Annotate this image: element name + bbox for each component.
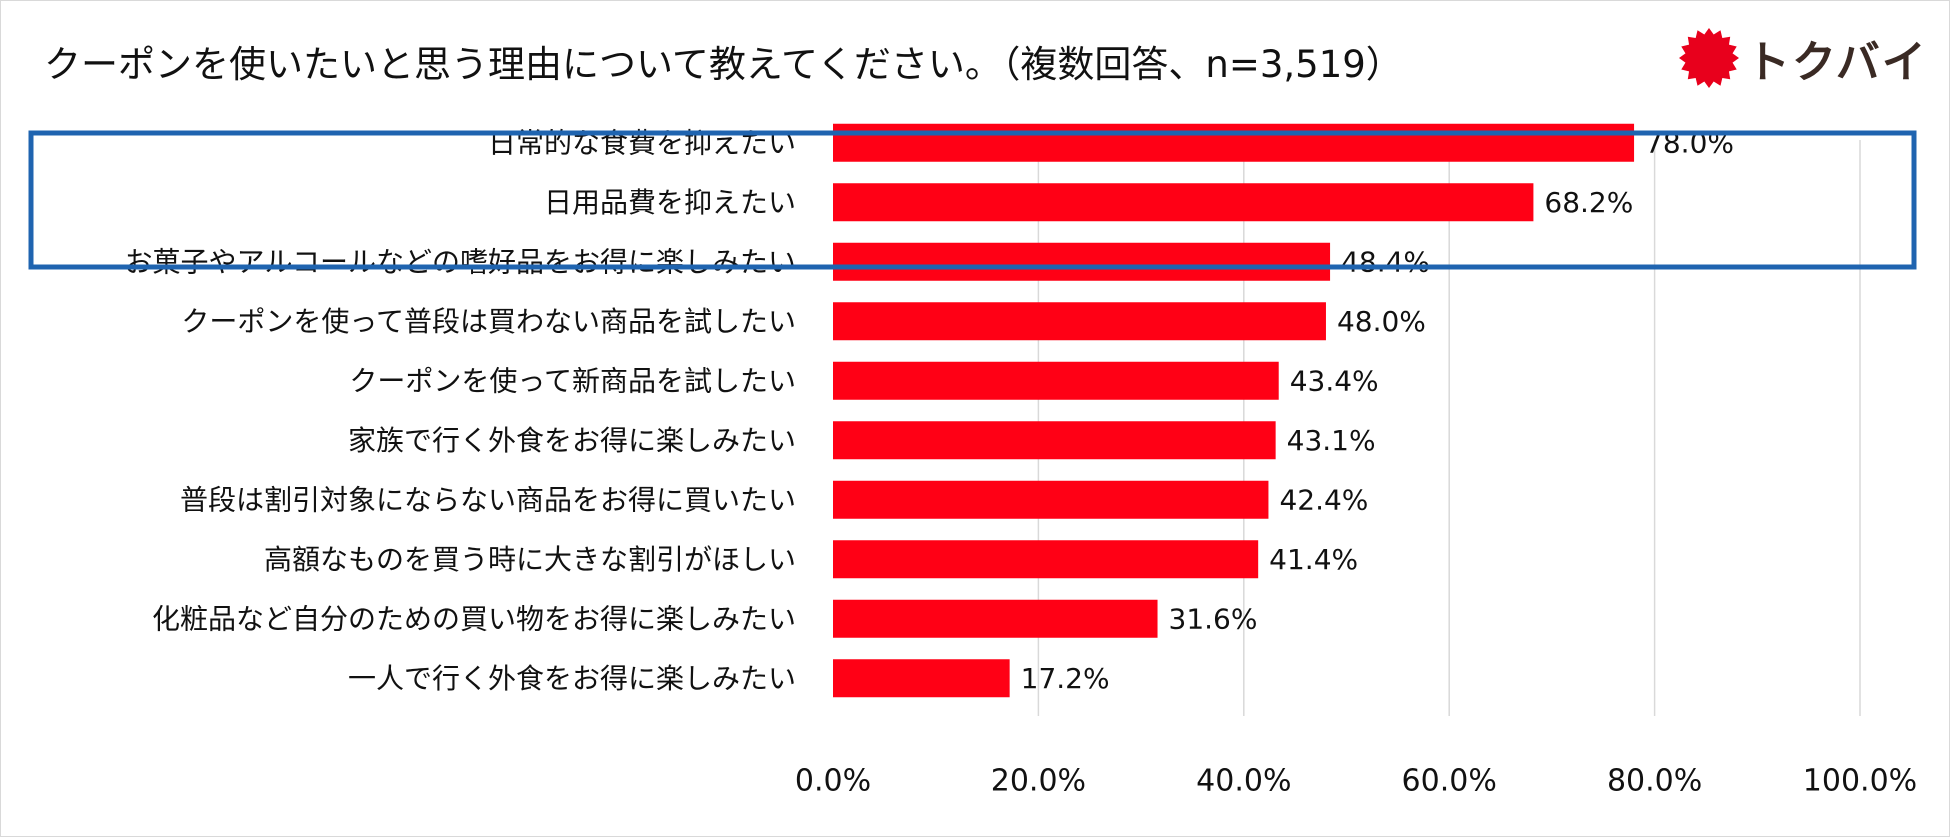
logo-text: トクバイ xyxy=(1746,37,1928,88)
bar-9 xyxy=(833,659,1010,698)
bar-5 xyxy=(833,421,1276,460)
bar-7 xyxy=(833,540,1259,579)
value-label-2: 48.4% xyxy=(1341,245,1430,278)
bar-4 xyxy=(833,361,1279,400)
category-label-9: 一人で行く外食をお得に楽しみたい xyxy=(348,662,796,695)
value-label-7: 41.4% xyxy=(1269,543,1358,576)
x-tick-label-0: 0.0% xyxy=(795,764,871,799)
value-label-8: 31.6% xyxy=(1169,602,1258,635)
x-tick-label-4: 80.0% xyxy=(1607,764,1702,799)
sunburst-icon xyxy=(1679,28,1739,88)
x-tick-label-1: 20.0% xyxy=(991,764,1086,799)
bar-6 xyxy=(833,480,1269,519)
category-label-5: 家族で行く外食をお得に楽しみたい xyxy=(348,424,796,457)
bar-3 xyxy=(833,302,1326,341)
bar-0 xyxy=(833,123,1635,162)
value-label-4: 43.4% xyxy=(1290,364,1379,397)
category-label-4: クーポンを使って新商品を試したい xyxy=(349,364,796,397)
value-label-1: 68.2% xyxy=(1544,186,1633,219)
category-label-6: 普段は割引対象にならない商品をお得に買いたい xyxy=(180,483,796,516)
chart-title: クーポンを使いたいと思う理由について教えてください。（複数回答、n=3,519） xyxy=(44,43,1403,86)
category-label-2: お菓子やアルコールなどの嗜好品をお得に楽しみたい xyxy=(125,245,796,278)
x-tick-label-3: 60.0% xyxy=(1402,764,1497,799)
value-label-6: 42.4% xyxy=(1279,483,1368,516)
value-label-9: 17.2% xyxy=(1021,662,1110,695)
bar-1 xyxy=(833,183,1534,222)
x-tick-label-5: 100.0% xyxy=(1803,764,1917,799)
brand-logo: トクバイ xyxy=(1678,26,1928,90)
category-label-7: 高額なものを買う時に大きな割引がほしい xyxy=(264,543,796,576)
value-label-3: 48.0% xyxy=(1337,305,1426,338)
category-label-3: クーポンを使って普段は買わない商品を試したい xyxy=(181,305,796,338)
value-label-5: 43.1% xyxy=(1287,424,1376,457)
category-label-1: 日用品費を抑えたい xyxy=(544,186,796,219)
bar-8 xyxy=(833,599,1158,638)
category-label-8: 化粧品など自分のための買い物をお得に楽しみたい xyxy=(152,602,796,635)
bar-2 xyxy=(833,242,1331,281)
x-tick-label-2: 40.0% xyxy=(1196,764,1291,799)
highlight-box xyxy=(28,130,1917,270)
